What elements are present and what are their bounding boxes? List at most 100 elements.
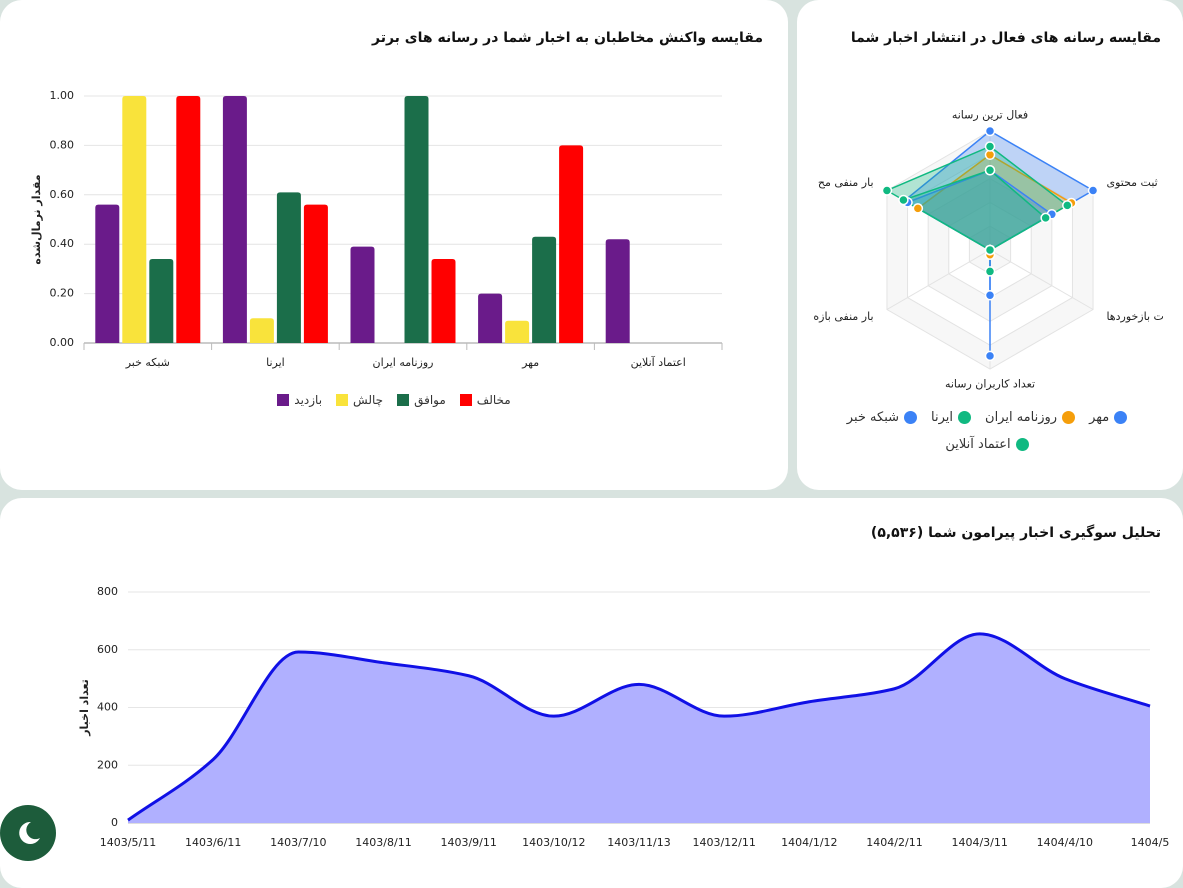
x-tick-label: روزنامه ایران — [373, 356, 434, 369]
legend-item: شبکه خبر — [847, 410, 918, 425]
y-axis-label: تعداد اخبار — [78, 679, 91, 737]
radar-point — [1040, 212, 1051, 224]
legend-dot — [904, 411, 918, 424]
theme-toggle[interactable] — [0, 805, 56, 861]
legend-item: روزنامه ایران — [985, 410, 1076, 425]
y-tick-label: 800 — [97, 585, 118, 598]
chart-title: مقایسه رسانه های فعال در انتشار اخبار شم… — [851, 30, 1161, 46]
x-tick-label: 1404/3/11 — [951, 836, 1007, 849]
radar-axis-label: فعال ترین رسانه — [952, 109, 1028, 122]
legend-item: موافق — [397, 393, 446, 407]
chart-title: مقایسه واکنش مخاطبان به اخبار شما در رسا… — [371, 30, 763, 46]
radar-axis-label: ثبت محتوی — [1106, 176, 1157, 189]
legend-dot — [1114, 411, 1128, 424]
legend-label: اعتماد آنلاین — [945, 437, 1011, 452]
x-tick-label: 1404/5 — [1131, 836, 1170, 849]
x-tick-label: 1403/6/11 — [185, 836, 241, 849]
area-card: تحلیل سوگیری اخبار پیرامون شما (۵,۵۳۶) 0 2… — [0, 498, 1183, 888]
legend-label: ایرنا — [931, 410, 954, 425]
x-tick-label: 1403/5/11 — [100, 836, 156, 849]
legend: مهر روزنامه ایران ایرنا شبکه خبر اعتماد آنلا… — [837, 410, 1137, 452]
y-tick-label: 0.80 — [50, 138, 75, 151]
y-axis-label: مقدار نرمال‌شده — [30, 174, 43, 264]
legend-item: اعتماد آنلاین — [945, 437, 1029, 452]
x-tick-label: 1404/1/12 — [781, 836, 837, 849]
radar-point — [912, 203, 924, 214]
legend-item: مخالف — [459, 393, 511, 407]
legend-item: بازدید — [277, 393, 322, 407]
legend-label: مهر — [1089, 410, 1110, 425]
legend: بازدید چالش موافق مخالف — [0, 393, 788, 407]
legend-label: چالش — [353, 393, 384, 407]
bar — [431, 259, 456, 343]
legend-label: موافق — [414, 393, 446, 407]
x-tick-label: 1404/2/11 — [866, 836, 922, 849]
legend-item: ایرنا — [931, 410, 972, 425]
radar-spoke — [989, 249, 1094, 310]
bar — [505, 320, 530, 343]
area-fill — [128, 633, 1150, 823]
radar-point — [984, 125, 996, 137]
x-tick-label: 1404/4/10 — [1037, 836, 1093, 849]
radar-point — [984, 141, 996, 152]
radar-spoke — [886, 249, 991, 310]
y-tick-label: 0.20 — [50, 287, 75, 300]
bar — [149, 259, 174, 343]
radar-card: مقایسه رسانه های فعال در انتشار اخبار شم… — [797, 0, 1183, 490]
bar — [350, 246, 375, 343]
radar-axis-label: بار منفی بازه — [813, 310, 873, 323]
legend-label: مخالف — [476, 393, 511, 407]
legend-item: مهر — [1089, 410, 1128, 425]
moon-icon — [19, 821, 40, 844]
y-tick-label: 400 — [97, 701, 118, 714]
bar — [95, 204, 120, 343]
bar — [303, 204, 328, 343]
radar-point — [984, 289, 996, 301]
bar — [276, 192, 301, 343]
radar-axis-label: بار منفی مح — [818, 176, 874, 189]
legend-swatch — [397, 394, 410, 406]
y-tick-label: 0.60 — [50, 188, 75, 201]
bar — [249, 318, 274, 343]
radar-point — [881, 185, 893, 196]
bar — [122, 96, 147, 343]
radar-axis-label: تعداد کاربران رسانه — [945, 377, 1035, 390]
x-tick-label: مهر — [521, 356, 539, 369]
area-line — [127, 632, 1151, 822]
bar — [532, 236, 557, 343]
area-chart: تحلیل سوگیری اخبار پیرامون شما (۵,۵۳۶) 0 2… — [78, 524, 1170, 849]
x-tick-label: 1403/8/11 — [355, 836, 411, 849]
y-tick-label: 0.40 — [50, 237, 75, 250]
legend-dot — [1062, 411, 1076, 424]
bar — [559, 145, 584, 343]
legend-swatch — [336, 394, 349, 406]
legend-dot — [1015, 438, 1029, 451]
bar — [478, 293, 503, 343]
x-tick-label: 1403/12/11 — [692, 836, 755, 849]
radar-point — [898, 194, 909, 206]
bar — [605, 239, 630, 343]
x-tick-label: 1403/7/10 — [270, 836, 326, 849]
bar — [176, 96, 201, 343]
x-tick-label: 1403/10/12 — [522, 836, 585, 849]
radar-point — [1062, 200, 1073, 211]
legend-label: بازدید — [294, 393, 323, 407]
radar-point — [984, 165, 996, 176]
legend-swatch — [459, 394, 472, 406]
bar-card: مقایسه واکنش مخاطبان به اخبار شما در رسا… — [0, 0, 788, 490]
y-tick-label: 0.00 — [50, 336, 75, 349]
radar-chart: مقایسه رسانه های فعال در انتشار اخبار شم… — [813, 30, 1164, 390]
radar-point — [984, 350, 996, 362]
radar-point — [984, 266, 996, 277]
radar-point — [984, 244, 996, 256]
y-tick-label: 600 — [97, 643, 118, 656]
x-tick-label: شبکه خبر — [125, 356, 170, 369]
y-tick-label: 0 — [111, 816, 118, 829]
legend-item: چالش — [336, 393, 383, 407]
x-tick-label: 1403/9/11 — [440, 836, 496, 849]
radar-axis-label: ت بازخوردها — [1106, 310, 1163, 323]
y-tick-label: 200 — [97, 758, 118, 771]
x-tick-label: 1403/11/13 — [607, 836, 670, 849]
bar — [222, 96, 247, 343]
